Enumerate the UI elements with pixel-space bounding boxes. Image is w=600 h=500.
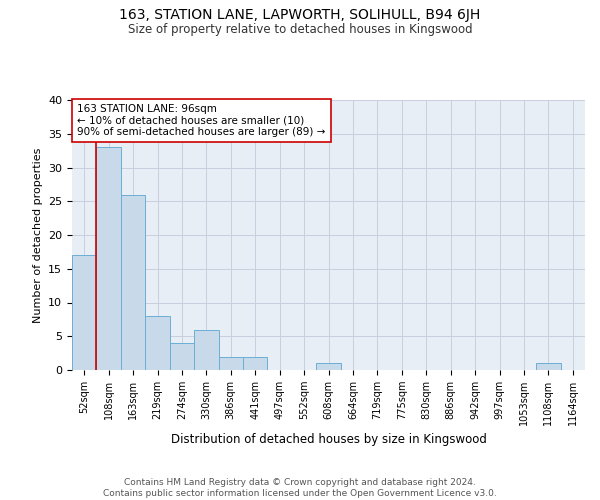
Bar [194, 330, 218, 370]
Bar [72, 255, 97, 370]
Bar [121, 194, 145, 370]
Bar [97, 147, 121, 370]
Bar [218, 356, 243, 370]
X-axis label: Distribution of detached houses by size in Kingswood: Distribution of detached houses by size … [170, 434, 487, 446]
Bar [145, 316, 170, 370]
Text: Contains HM Land Registry data © Crown copyright and database right 2024.
Contai: Contains HM Land Registry data © Crown c… [103, 478, 497, 498]
Bar [243, 356, 268, 370]
Text: 163 STATION LANE: 96sqm
← 10% of detached houses are smaller (10)
90% of semi-de: 163 STATION LANE: 96sqm ← 10% of detache… [77, 104, 326, 137]
Bar [170, 343, 194, 370]
Text: 163, STATION LANE, LAPWORTH, SOLIHULL, B94 6JH: 163, STATION LANE, LAPWORTH, SOLIHULL, B… [119, 8, 481, 22]
Bar [536, 363, 560, 370]
Bar [316, 363, 341, 370]
Y-axis label: Number of detached properties: Number of detached properties [32, 148, 43, 322]
Text: Size of property relative to detached houses in Kingswood: Size of property relative to detached ho… [128, 22, 472, 36]
